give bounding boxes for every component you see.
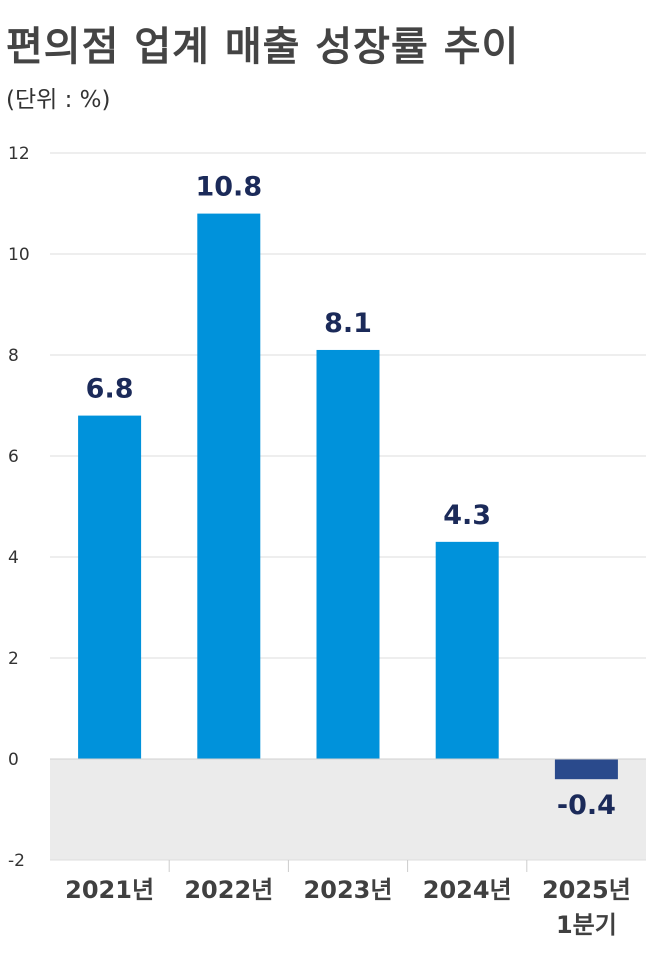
- bar: [197, 213, 261, 760]
- x-tick-label: 2021년: [65, 876, 154, 904]
- x-tick-label: 2025년: [542, 876, 631, 904]
- bar: [435, 541, 499, 759]
- y-tick-label: 10: [8, 245, 30, 265]
- y-tick-label: 6: [8, 447, 19, 467]
- data-label: -0.4: [557, 790, 616, 821]
- negative-zone: [50, 759, 646, 860]
- x-tick-label: 1분기: [556, 911, 617, 939]
- y-tick-label: 2: [8, 649, 19, 669]
- data-label: 6.8: [86, 374, 134, 405]
- y-tick-label: 0: [8, 750, 19, 770]
- bar: [316, 349, 380, 759]
- bar: [78, 415, 142, 759]
- data-label: 10.8: [195, 172, 262, 203]
- unit-label: (단위 : %): [6, 87, 111, 113]
- data-label: 4.3: [443, 500, 491, 531]
- y-tick-label: 4: [8, 548, 19, 568]
- y-tick-label: -2: [8, 851, 25, 871]
- bar: [554, 759, 618, 780]
- y-tick-label: 8: [8, 346, 19, 366]
- y-tick-label: 12: [8, 144, 30, 164]
- chart-title: 편의점 업계 매출 성장률 추이: [6, 24, 520, 70]
- x-tick-label: 2024년: [423, 876, 512, 904]
- x-tick-label: 2023년: [304, 876, 393, 904]
- data-label: 8.1: [324, 308, 372, 339]
- x-tick-label: 2022년: [184, 876, 273, 904]
